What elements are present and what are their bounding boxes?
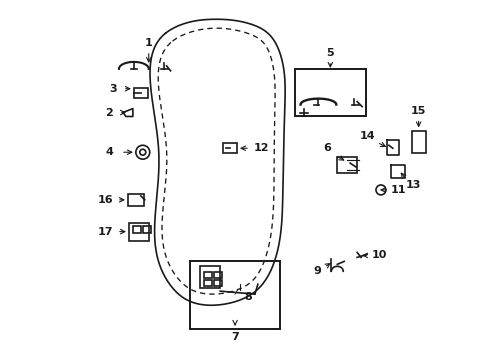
Bar xyxy=(214,272,222,278)
Bar xyxy=(223,143,237,153)
Bar xyxy=(200,266,220,288)
Bar xyxy=(128,194,143,206)
Polygon shape xyxy=(386,140,398,155)
Bar xyxy=(133,226,141,233)
Text: 16: 16 xyxy=(97,195,113,205)
Bar xyxy=(204,272,212,278)
Bar xyxy=(337,157,356,173)
Text: 1: 1 xyxy=(144,38,152,48)
Bar xyxy=(190,261,279,329)
Text: 13: 13 xyxy=(405,180,421,190)
Text: 17: 17 xyxy=(97,226,113,237)
Text: 8: 8 xyxy=(244,292,251,302)
Bar xyxy=(134,88,147,98)
Text: 2: 2 xyxy=(105,108,113,117)
Bar xyxy=(129,223,148,240)
Text: 15: 15 xyxy=(410,105,426,116)
Polygon shape xyxy=(390,165,404,178)
Text: 3: 3 xyxy=(109,84,117,94)
Text: 12: 12 xyxy=(254,143,269,153)
Text: 5: 5 xyxy=(326,48,333,58)
Text: 4: 4 xyxy=(105,147,113,157)
Text: 6: 6 xyxy=(323,143,330,153)
Text: 14: 14 xyxy=(359,131,374,141)
Text: 11: 11 xyxy=(390,185,406,195)
Polygon shape xyxy=(122,109,133,117)
Text: 9: 9 xyxy=(313,266,321,276)
Text: 10: 10 xyxy=(370,251,386,260)
Bar xyxy=(142,226,150,233)
Bar xyxy=(214,280,222,286)
Bar xyxy=(411,131,425,153)
Text: 7: 7 xyxy=(231,332,239,342)
Bar xyxy=(204,280,212,286)
Bar xyxy=(294,69,366,117)
